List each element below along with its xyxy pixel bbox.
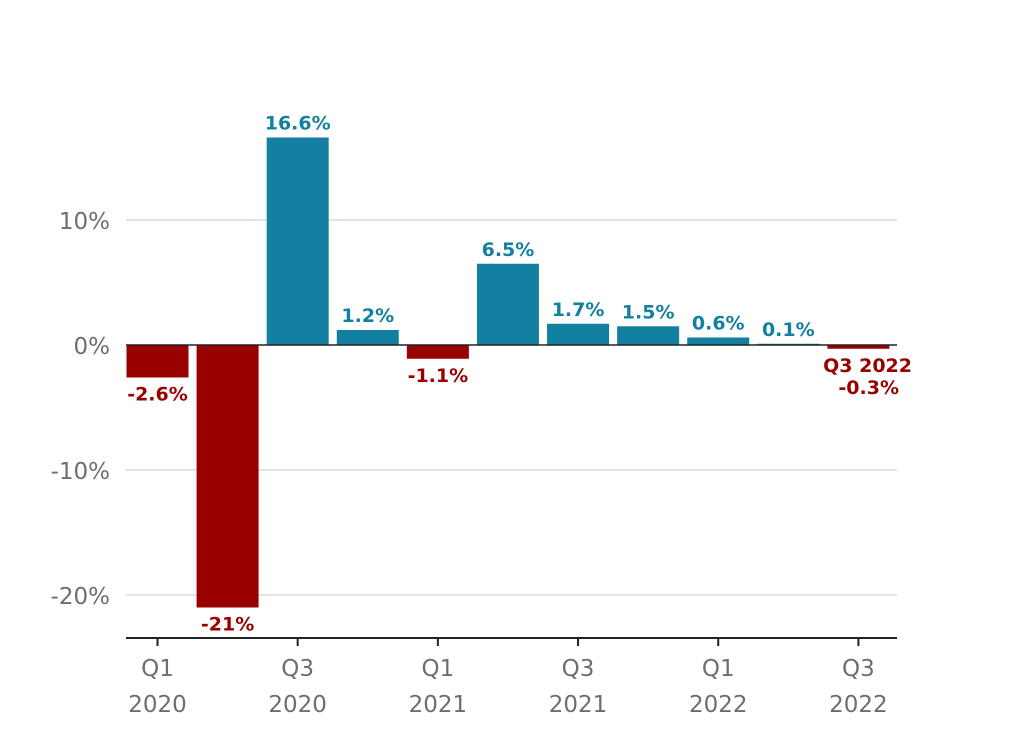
data-label: 0.1%: [762, 319, 815, 341]
y-tick-label: 0%: [74, 334, 111, 360]
bar: [196, 345, 259, 608]
data-label: 1.5%: [622, 301, 675, 323]
bar: [476, 263, 539, 345]
x-tick-label: 2020: [268, 692, 327, 718]
x-tick-label: 2021: [549, 692, 608, 718]
x-tick-label: 2022: [829, 692, 888, 718]
x-axis: Q1 2020 Q3 2020 Q1 2021 Q3 2021 Q1 2022 Q3 2022: [126, 637, 897, 718]
y-tick-label: -20%: [51, 584, 110, 610]
x-tick-label: 2021: [409, 692, 468, 718]
data-label: -0.3%: [838, 377, 899, 399]
bar: [827, 345, 890, 349]
x-tick-label: Q3: [842, 656, 875, 682]
data-label: -21%: [201, 614, 254, 636]
y-tick-label: -10%: [51, 459, 110, 485]
data-label: -1.1%: [408, 365, 469, 387]
bar: [266, 137, 329, 345]
x-tick-label: Q1: [141, 656, 174, 682]
data-label: Q3 2022: [823, 355, 912, 377]
bar: [406, 345, 469, 359]
data-labels: -2.6% -21% 16.6% 1.2% -1.1% 6.5% 1.7% 1.5% 0.6% 0…: [127, 113, 912, 636]
bar: [687, 337, 750, 345]
data-label: 0.6%: [692, 313, 745, 335]
x-tick-label: Q1: [421, 656, 454, 682]
data-label: -2.6%: [127, 384, 188, 406]
x-tick-label: 2020: [128, 692, 187, 718]
bar: [126, 345, 189, 378]
data-label: 1.7%: [552, 299, 605, 321]
x-tick-label: Q3: [281, 656, 314, 682]
bar: [617, 326, 680, 345]
x-tick-label: Q3: [562, 656, 595, 682]
bar: [336, 330, 399, 345]
bar: [547, 323, 610, 345]
bars: [126, 137, 890, 608]
data-label: 16.6%: [265, 113, 331, 135]
data-label: 6.5%: [482, 239, 535, 261]
y-axis-labels: 10% 0% -10% -20%: [51, 209, 110, 610]
x-tick-label: 2022: [689, 692, 748, 718]
data-label: 1.2%: [341, 305, 394, 327]
y-tick-label: 10%: [59, 209, 110, 235]
x-tick-label: Q1: [702, 656, 735, 682]
